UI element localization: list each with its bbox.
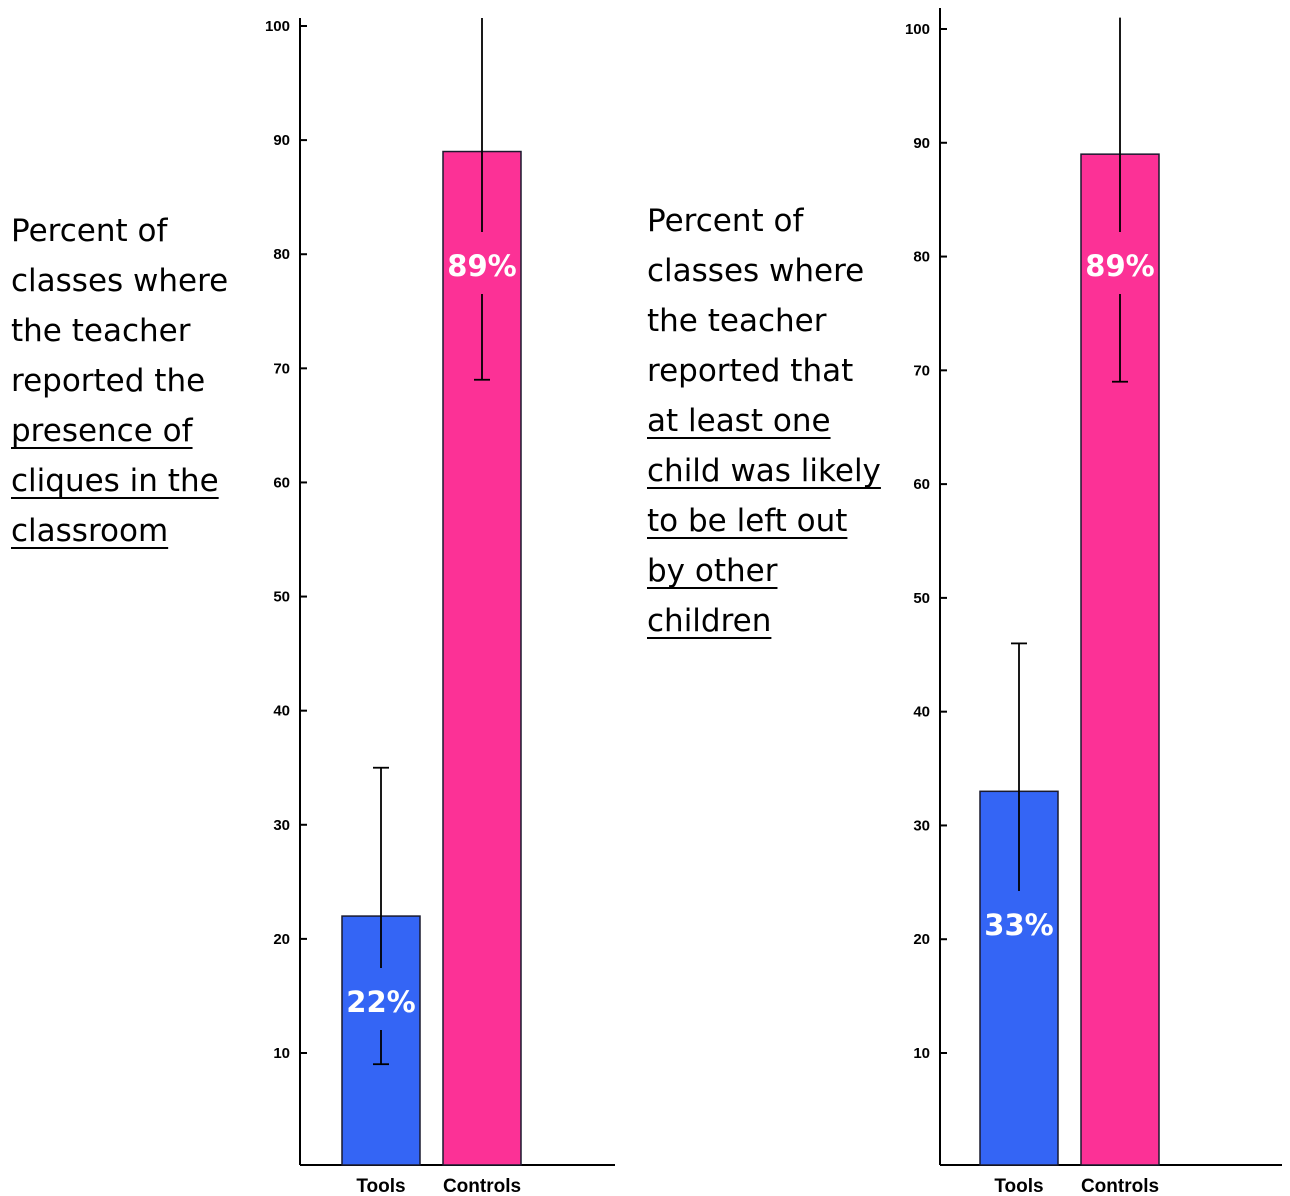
x-category-label: Tools (356, 1176, 405, 1196)
data-label-background (1082, 232, 1158, 294)
chart-1-description-lead: Percent of classes where the teacher rep… (11, 213, 229, 399)
data-label-background (444, 232, 520, 294)
y-tick-label: 20 (273, 931, 290, 948)
chart-1-description-emphasis: presence of cliques in the classroom (11, 413, 219, 549)
x-category-label: Controls (1081, 1176, 1159, 1196)
y-tick-label: 50 (913, 590, 930, 607)
y-tick-label: 90 (913, 135, 930, 152)
y-tick-label: 50 (273, 589, 290, 606)
data-label: 89% (447, 249, 516, 283)
y-tick-label: 40 (913, 704, 930, 721)
data-label-background (343, 968, 419, 1030)
y-tick-label: 20 (913, 931, 930, 948)
y-tick-label: 40 (273, 703, 290, 720)
data-label: 22% (346, 985, 415, 1019)
chart-2-description: Percent of classes where the teacher rep… (647, 196, 887, 646)
chart-2-description-emphasis: at least one child was likely to be left… (647, 403, 881, 639)
y-tick-label: 90 (273, 132, 290, 149)
y-tick-label: 70 (273, 360, 290, 377)
data-label: 89% (1085, 249, 1154, 283)
y-tick-label: 60 (273, 474, 290, 491)
chart-1-description: Percent of classes where the teacher rep… (11, 206, 251, 556)
x-category-label: Controls (443, 1176, 521, 1196)
y-tick-label: 80 (913, 249, 930, 266)
y-tick-label: 10 (273, 1045, 290, 1062)
y-tick-label: 100 (905, 21, 930, 38)
x-category-label: Tools (994, 1176, 1043, 1196)
y-tick-label: 30 (273, 817, 290, 834)
chart-2-description-lead: Percent of classes where the teacher rep… (647, 203, 865, 389)
y-tick-label: 60 (913, 476, 930, 493)
data-label-background (981, 891, 1057, 953)
y-tick-label: 100 (265, 18, 290, 35)
y-tick-label: 70 (913, 362, 930, 379)
y-tick-label: 10 (913, 1045, 930, 1062)
y-tick-label: 80 (273, 246, 290, 263)
y-tick-label: 30 (913, 817, 930, 834)
data-label: 33% (984, 908, 1053, 942)
